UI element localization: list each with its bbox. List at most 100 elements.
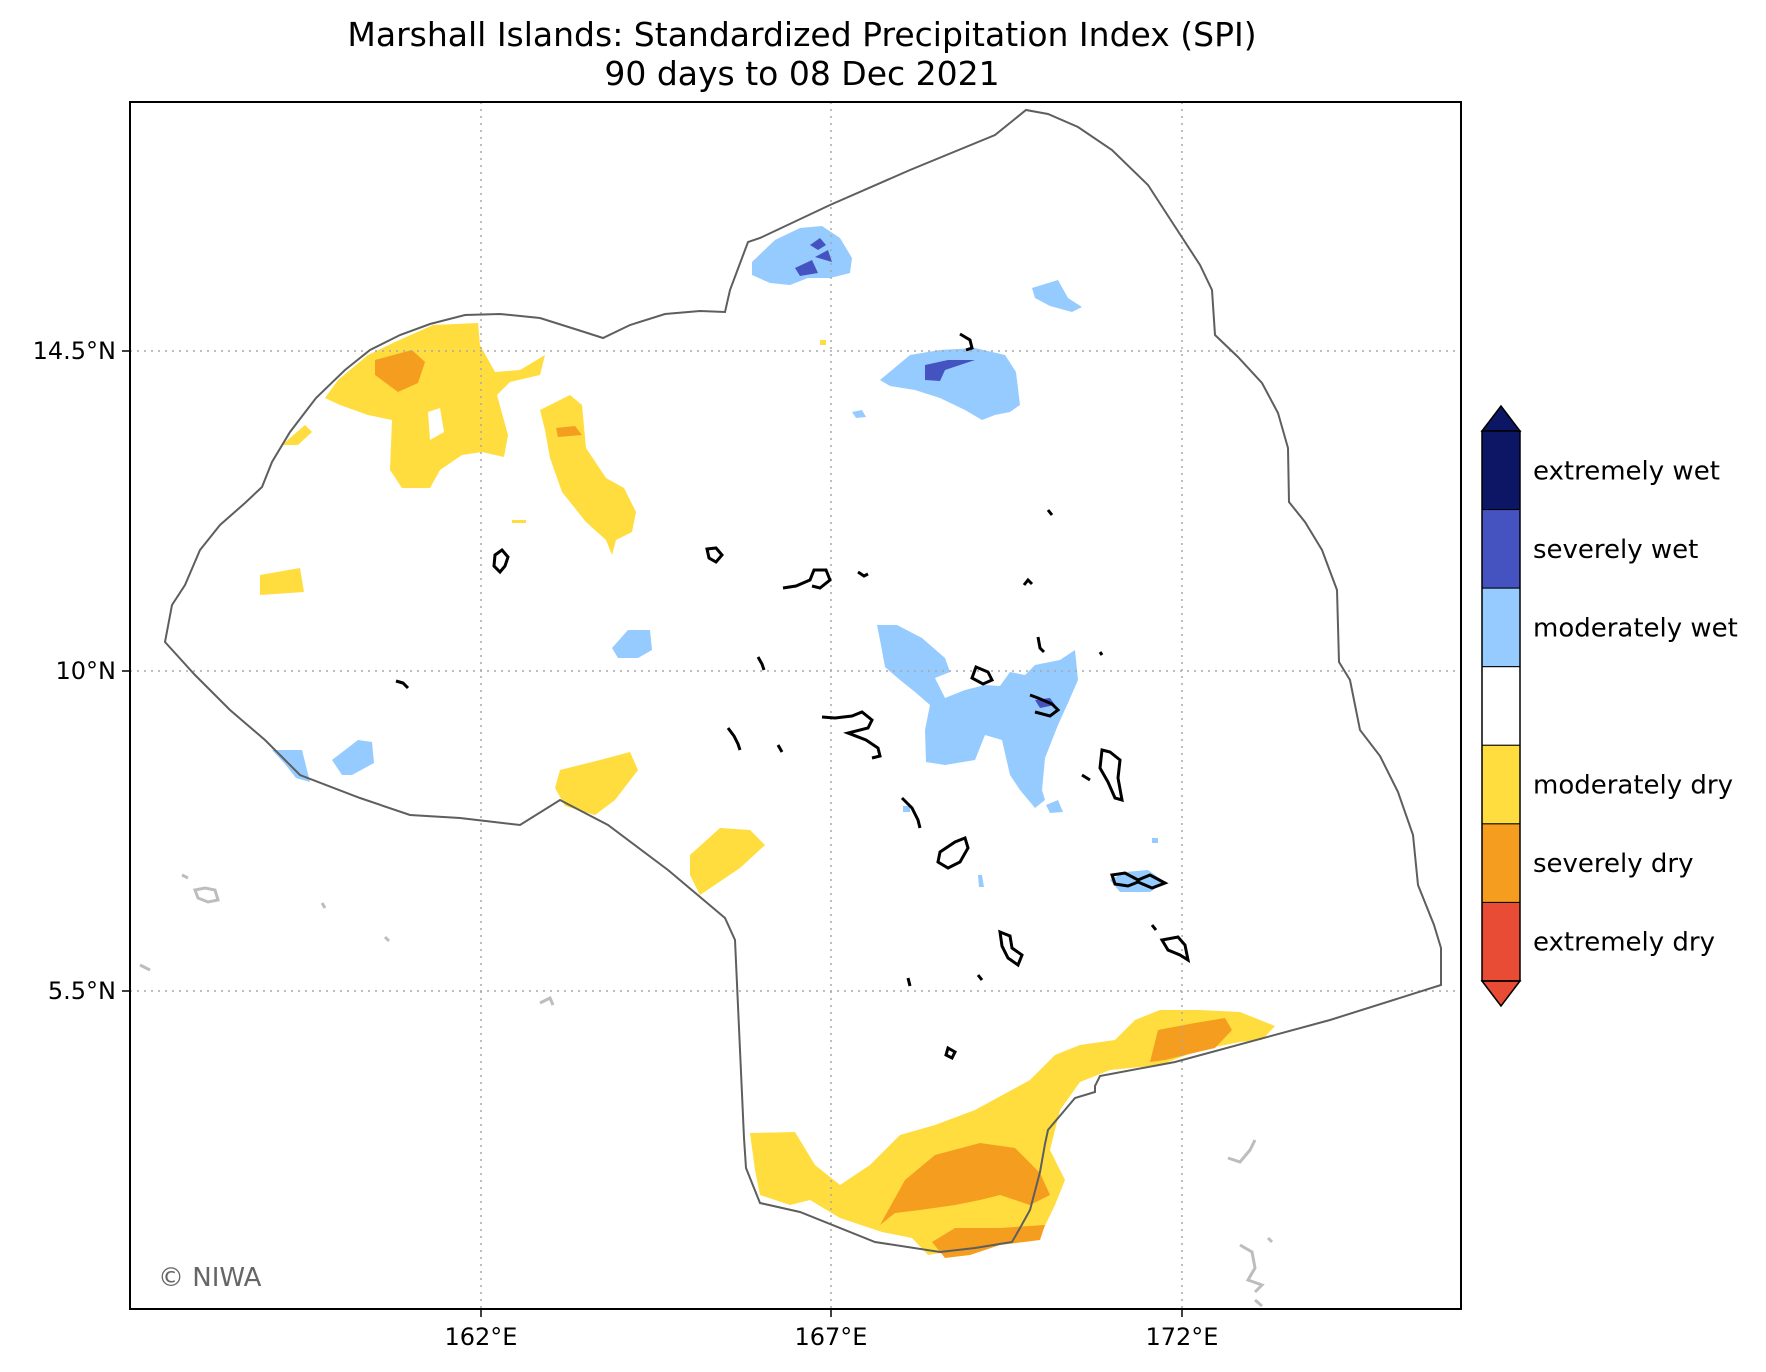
colorbar-bands (1481, 430, 1521, 982)
wet-speck-a (852, 410, 866, 418)
island-far-10 (1254, 1298, 1263, 1308)
colorbar: extremely wet severely wet moderately wet m… (1480, 404, 1738, 1008)
atoll-6 (1046, 509, 1054, 516)
dry-core-nw-east (556, 426, 582, 437)
lat-tick-10: 10°N (56, 657, 117, 685)
atoll-19 (776, 744, 784, 753)
atoll-7 (959, 332, 974, 352)
atoll-11 (821, 710, 882, 760)
island-far-9 (1266, 1236, 1274, 1244)
dry-core-south (880, 1143, 1050, 1225)
map-title-line1: Marshall Islands: Standardized Precipita… (347, 15, 1256, 54)
island-far-3 (139, 963, 151, 972)
gridlines (130, 102, 1461, 1309)
atoll-25 (976, 974, 984, 981)
island-far-8 (1239, 1243, 1265, 1294)
colorbar-arrow-bottom (1480, 980, 1522, 1008)
map-panel: © NIWA (129, 101, 1462, 1310)
colorbar-band-3 (1481, 666, 1521, 746)
gap-northwest (428, 408, 444, 440)
lon-tick-172: 172°E (1146, 1323, 1219, 1351)
atoll-9 (395, 679, 410, 690)
wet-core-north-a (795, 260, 818, 276)
island-far-1 (192, 886, 220, 904)
neighbouring-islands (139, 873, 1274, 1308)
lon-axis-ticks: 162°E 167°E 172°E (445, 1309, 1219, 1351)
atoll-8 (756, 656, 766, 671)
island-far-2 (181, 873, 189, 880)
dry-core-northwest (375, 350, 425, 392)
wet-region-north (752, 226, 852, 285)
lat-tick-14-5: 14.5°N (33, 337, 116, 365)
colorbar-band-4 (1481, 744, 1521, 825)
map-title-line2: 90 days to 08 Dec 2021 (604, 54, 999, 93)
atoll-23 (906, 977, 912, 987)
wet-speck-e (903, 806, 910, 812)
island-far-5 (383, 935, 391, 943)
colorbar-band-0 (1481, 430, 1521, 511)
dry-core-southeast (1150, 1018, 1232, 1062)
atoll-4 (857, 570, 869, 578)
colorbar-label-0: extremely wet (1533, 456, 1720, 486)
wet-region-north-central (880, 348, 1020, 420)
wet-core-north-central (925, 360, 975, 381)
map-frame (129, 101, 1462, 1310)
credit-text: © NIWA (158, 1263, 262, 1293)
lat-tick-5-5: 5.5°N (48, 977, 116, 1005)
colorbar-band-2 (1481, 587, 1521, 668)
atoll-14 (1029, 693, 1061, 718)
dry-patch-nw-small (282, 425, 312, 445)
atoll-27 (1150, 924, 1158, 931)
atoll-17 (900, 796, 922, 829)
eez-boundary (163, 108, 1442, 1254)
dry-speck-b (820, 340, 826, 345)
wet-core-north-c (815, 250, 832, 262)
atoll-21 (998, 929, 1024, 968)
island-far-4 (320, 902, 327, 909)
dry-patch-south-central (690, 828, 765, 895)
wet-speck-b (1046, 800, 1063, 813)
colorbar-frame (1481, 430, 1521, 982)
colorbar-band-5 (1481, 823, 1521, 903)
wet-patch-west-2 (332, 740, 374, 775)
wet-core-north-b (810, 238, 826, 250)
atoll-22 (1159, 935, 1191, 964)
atoll-2 (705, 546, 724, 564)
colorbar-band-6 (1481, 901, 1521, 982)
dry-patch-west (260, 568, 304, 595)
dry-region-south (750, 1010, 1275, 1255)
atoll-16 (1098, 748, 1124, 803)
island-far-7 (1227, 1139, 1257, 1164)
colorbar-label-5: severely dry (1533, 849, 1694, 879)
wet-patch-central-west (612, 630, 652, 658)
wet-region-central (877, 625, 1078, 808)
dry-speck-a (512, 520, 526, 523)
map-background (130, 102, 1461, 1309)
colorbar-label-2: moderately wet (1533, 613, 1738, 643)
colorbar-label-1: severely wet (1533, 535, 1698, 565)
wet-speck-c (978, 875, 984, 887)
atoll-5 (1022, 577, 1034, 586)
dry-patch-central-west (555, 752, 638, 815)
lon-tick-162: 162°E (445, 1323, 518, 1351)
wet-patch-northeast (1032, 280, 1082, 312)
colorbar-arrow-top (1480, 404, 1522, 432)
atoll-1 (492, 547, 510, 575)
atoll-26 (1081, 773, 1091, 782)
atoll-outlines (395, 332, 1191, 1061)
atoll-24 (944, 1045, 957, 1061)
colorbar-band-1 (1481, 509, 1521, 589)
island-far-6 (539, 995, 555, 1006)
colorbar-label-4: moderately dry (1533, 771, 1733, 801)
atoll-20 (1110, 871, 1169, 890)
atoll-12 (970, 665, 995, 686)
lon-tick-167: 167°E (795, 1323, 868, 1351)
wet-speck-d (1152, 838, 1158, 843)
atoll-18 (936, 835, 970, 870)
colorbar-labels: extremely wet severely wet moderately wet m… (1533, 456, 1738, 957)
atoll-10 (726, 727, 742, 751)
colorbar-label-6: extremely dry (1533, 928, 1715, 958)
lat-axis-ticks: 14.5°N 10°N 5.5°N (33, 337, 130, 1005)
atoll-15 (1098, 651, 1104, 656)
